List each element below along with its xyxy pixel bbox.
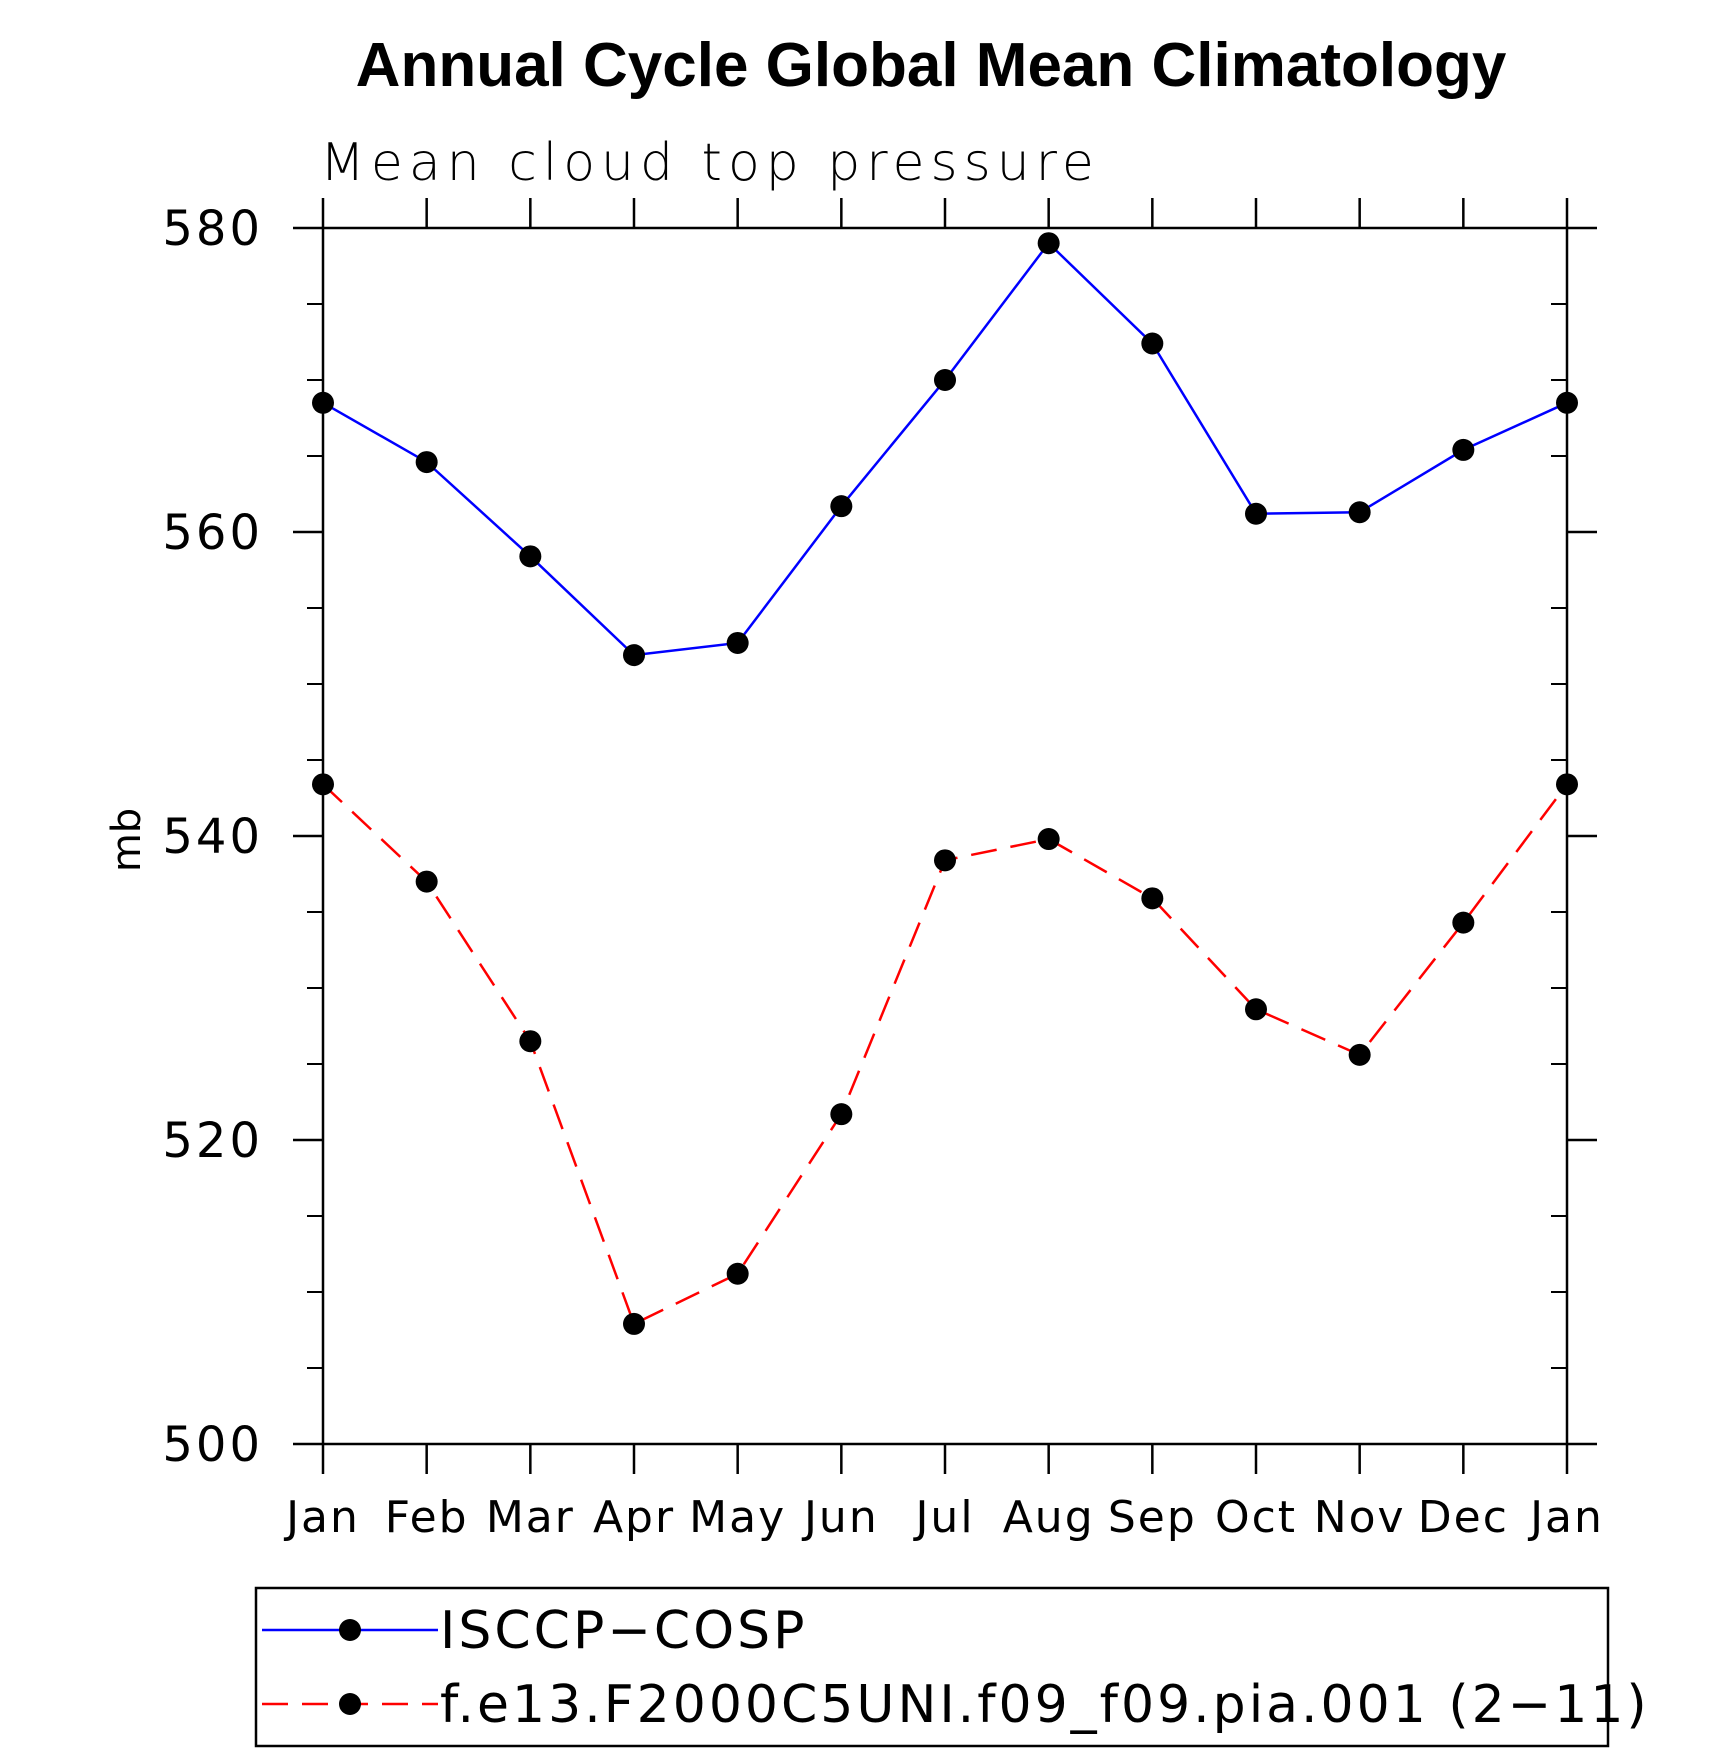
legend-label-series-1: ISCCP−COSP	[440, 1601, 808, 1661]
legend-marker-series-2	[339, 1693, 361, 1715]
data-point-series-1	[519, 545, 542, 568]
data-point-series-1	[1141, 332, 1164, 355]
x-tick-label: Jan	[1527, 1492, 1604, 1543]
data-point-series-2	[1556, 773, 1578, 796]
data-point-series-1	[1037, 232, 1060, 255]
data-point-series-2	[623, 1312, 645, 1335]
data-point-series-2	[830, 1103, 853, 1126]
x-tick-label: Oct	[1215, 1492, 1297, 1543]
y-tick-label: 540	[162, 809, 263, 865]
data-point-series-2	[312, 773, 334, 796]
x-tick-label: Sep	[1108, 1492, 1197, 1543]
x-tick-label: Feb	[385, 1492, 469, 1543]
data-point-series-2	[1245, 998, 1267, 1021]
data-point-series-2	[519, 1030, 542, 1053]
y-tick-label: 560	[162, 505, 263, 561]
x-tick-label: May	[689, 1492, 786, 1543]
x-tick-label: Jan	[283, 1492, 360, 1543]
legend-box	[254, 1586, 1610, 1748]
x-tick-label: Nov	[1314, 1492, 1406, 1543]
data-point-series-1	[934, 369, 956, 391]
x-tick-label: Jun	[801, 1492, 879, 1543]
legend-marker-series-1	[339, 1619, 361, 1641]
data-point-series-2	[1037, 828, 1060, 851]
data-point-series-2	[1348, 1043, 1371, 1066]
data-point-series-2	[1141, 887, 1164, 910]
chart-title: Annual Cycle Global Mean Climatology	[356, 31, 1507, 100]
axes: 500 520 540 560 580 Jan Feb Mar Apr May Jun Jul Aug S…	[162, 198, 1604, 1543]
x-tick-label: Aug	[1003, 1492, 1095, 1543]
plot-frame	[321, 226, 1569, 1446]
x-tick-label: Dec	[1418, 1492, 1509, 1543]
y-tick-label: 500	[162, 1417, 263, 1473]
x-tick-label: Mar	[486, 1492, 575, 1543]
x-tick-label: Jul	[912, 1492, 974, 1543]
data-point-series-1	[830, 495, 853, 518]
data-point-series-1	[415, 451, 438, 474]
data-point-series-1	[726, 631, 749, 654]
y-tick-label: 520	[162, 1113, 263, 1169]
x-tick-label: Apr	[593, 1492, 675, 1543]
data-point-series-2	[415, 870, 438, 893]
data-point-series-1	[1245, 502, 1267, 525]
y-axis-title: mb	[104, 808, 150, 872]
data-point-series-2	[1452, 911, 1475, 934]
legend: ISCCP−COSP f.e13.F2000C5UNI.f09_f09.pia.…	[254, 1586, 1650, 1748]
series-layer	[312, 232, 1578, 1335]
data-point-series-2	[934, 849, 956, 872]
y-tick-label: 580	[162, 201, 263, 257]
data-point-series-2	[726, 1262, 749, 1285]
legend-label-series-2: f.e13.F2000C5UNI.f09_f09.pia.001 (2−11)	[440, 1675, 1650, 1735]
chart-subtitle: Mean cloud top pressure	[320, 133, 1100, 193]
data-point-series-1	[1556, 391, 1578, 414]
data-point-series-1	[1452, 438, 1475, 461]
data-point-series-1	[1348, 501, 1371, 524]
data-point-series-1	[623, 644, 645, 667]
data-point-series-1	[312, 391, 334, 414]
series-line-1	[322, 241, 1568, 657]
